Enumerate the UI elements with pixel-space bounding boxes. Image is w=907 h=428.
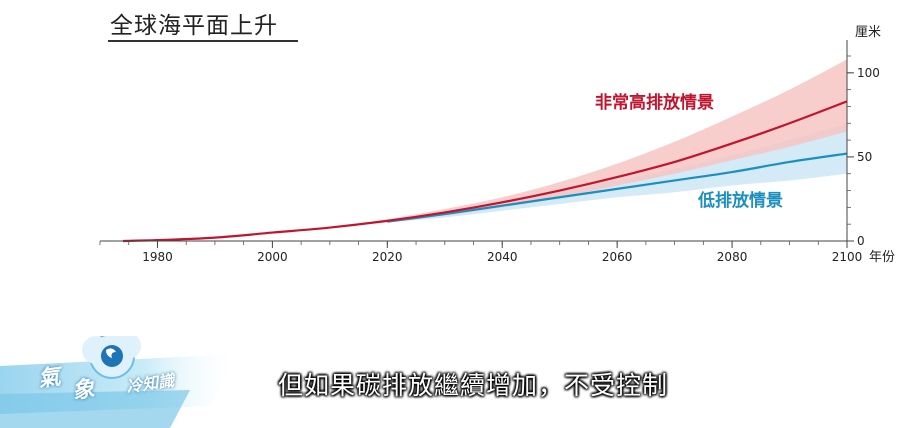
x-tick-label: 2080	[717, 250, 748, 264]
subtitle-banner	[0, 336, 240, 428]
x-tick-label: 2100	[832, 250, 863, 264]
x-tick-label: 1980	[142, 250, 173, 264]
y-tick-label: 100	[857, 66, 880, 80]
title-underline	[108, 40, 298, 42]
uncertainty-band-high	[122, 59, 847, 242]
banner-stripe-lower	[0, 390, 190, 428]
series-line-low	[387, 152, 848, 223]
chart-title: 全球海平面上升	[110, 13, 278, 39]
x-tick-label: 2040	[487, 250, 518, 264]
series-line-high	[122, 100, 848, 243]
video-caption: 但如果碳排放繼續增加，不受控制	[278, 371, 669, 400]
logo-swirl-icon	[106, 348, 116, 358]
y-tick-label: 50	[857, 150, 872, 164]
logo-text-2: 象	[70, 376, 96, 405]
logo-text-1: 氣	[36, 364, 62, 393]
x-tick-label: 2000	[257, 250, 288, 264]
x-axis-label: 年份	[869, 250, 895, 265]
x-tick-label: 2020	[372, 250, 403, 264]
x-tick-label: 2060	[602, 250, 633, 264]
y-tick-label: 0	[857, 234, 865, 248]
uncertainty-band-low	[387, 123, 847, 223]
logo-emblem-icon	[101, 345, 123, 367]
y-axis-label: 厘米	[855, 25, 881, 40]
series-label-high: 非常高排放情景	[595, 92, 714, 113]
series-label-low: 低排放情景	[697, 190, 783, 211]
